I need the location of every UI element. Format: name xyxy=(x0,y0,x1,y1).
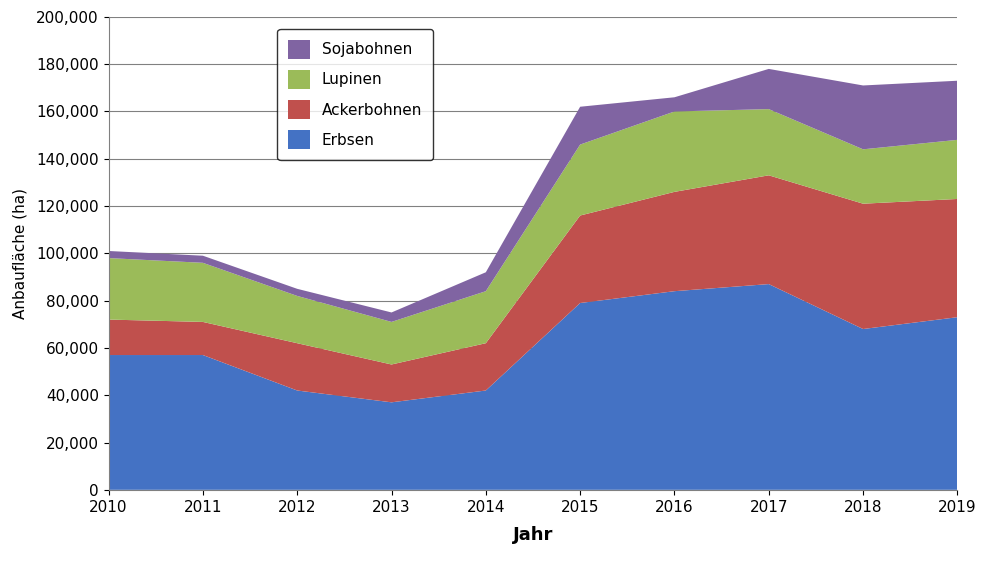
Y-axis label: Anbaufläche (ha): Anbaufläche (ha) xyxy=(13,188,28,319)
X-axis label: Jahr: Jahr xyxy=(513,526,552,544)
Legend: Sojabohnen, Lupinen, Ackerbohnen, Erbsen: Sojabohnen, Lupinen, Ackerbohnen, Erbsen xyxy=(277,29,433,159)
